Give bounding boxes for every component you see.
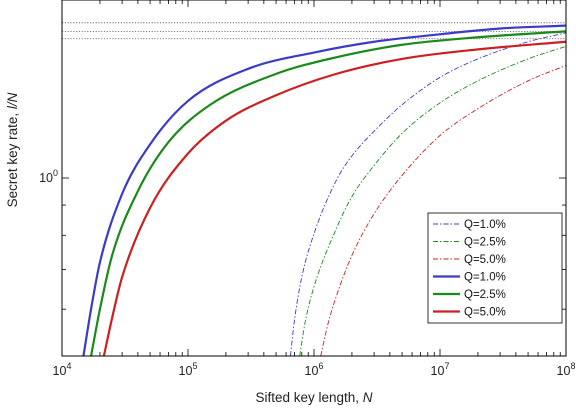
y-tick-label: 100	[39, 168, 58, 185]
axis-ticks	[61, 0, 567, 357]
y-axis-label: Secret key rate, l/N	[5, 92, 20, 207]
x-tick-base: 10	[557, 364, 571, 378]
legend-entry: Q=1.0%	[433, 272, 506, 284]
legend-entry: Q=2.5%	[433, 237, 506, 249]
legend-label: Q=2.5%	[464, 237, 506, 249]
legend-box	[427, 212, 563, 324]
x-tick-label: 107	[431, 361, 450, 378]
x-tick-exponent: 7	[444, 361, 449, 371]
series-line-5	[102, 40, 566, 356]
legend-label: Q=5.0%	[464, 307, 506, 319]
x-tick-exponent: 6	[318, 361, 323, 371]
x-tick-label: 104	[53, 361, 72, 378]
asymptote-lines	[62, 22, 566, 40]
legend-label: Q=1.0%	[464, 219, 506, 231]
legend-entry: Q=5.0%	[433, 307, 506, 319]
series-line-0	[289, 32, 566, 356]
x-tick-base: 10	[431, 364, 445, 378]
y-axis-label-text: Secret key rate,	[5, 109, 20, 207]
series-line-4	[89, 30, 566, 356]
legend-entry: Q=5.0%	[433, 254, 506, 266]
x-tick-label: 108	[557, 361, 576, 378]
x-axis-label-variable: N	[363, 390, 373, 405]
x-tick-label: 106	[305, 361, 324, 378]
legend-label: Q=1.0%	[464, 272, 506, 284]
series-line-3	[82, 24, 566, 356]
plot-frame	[61, 0, 567, 357]
x-tick-base: 10	[179, 364, 193, 378]
series-line-1	[299, 45, 566, 356]
x-tick-label: 105	[179, 361, 198, 378]
y-axis-label-variable: l/N	[5, 92, 20, 109]
x-axis-label: Sifted key length, N	[255, 390, 372, 405]
legend-label: Q=5.0%	[464, 254, 506, 266]
x-tick-exponent: 8	[570, 361, 575, 371]
legend-entries: Q=1.0% Q=2.5% Q=5.0% Q=1.0% Q=2.5% Q=5.0%	[433, 219, 506, 319]
y-tick-base: 10	[39, 171, 53, 185]
legend-entry: Q=1.0%	[433, 219, 506, 231]
x-tick-exponent: 4	[66, 361, 71, 371]
x-tick-base: 10	[305, 364, 319, 378]
series-lines	[82, 24, 566, 356]
legend-label: Q=2.5%	[464, 289, 506, 301]
legend: Q=1.0% Q=2.5% Q=5.0% Q=1.0% Q=2.5% Q=5.0%	[427, 212, 563, 324]
x-axis-label-text: Sifted key length,	[255, 390, 362, 405]
y-tick-exponent: 0	[53, 168, 58, 178]
x-tick-exponent: 5	[192, 361, 197, 371]
legend-entry: Q=2.5%	[433, 289, 506, 301]
x-tick-base: 10	[53, 364, 67, 378]
